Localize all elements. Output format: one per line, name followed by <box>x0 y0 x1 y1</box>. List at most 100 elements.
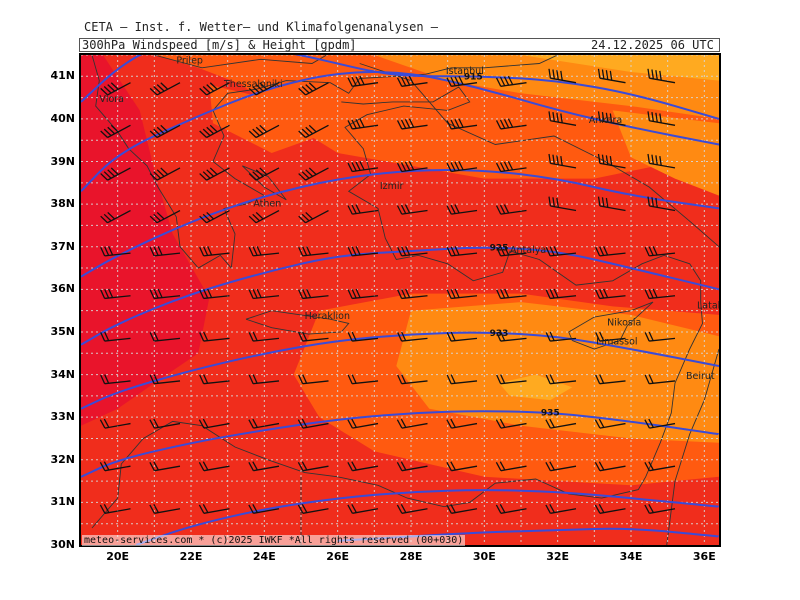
wind-barb <box>99 503 131 514</box>
wind-barb <box>594 418 626 429</box>
city-label: Istanbul <box>446 66 484 77</box>
wind-barb <box>248 374 280 385</box>
windspeed-area-strong <box>81 55 210 426</box>
wind-barb <box>545 461 577 472</box>
wind-barb <box>248 461 280 472</box>
wind-barb <box>149 461 181 472</box>
city-label: Limassol <box>596 337 637 348</box>
wind-barb <box>248 418 280 429</box>
wind-barb <box>347 161 379 173</box>
wind-barb <box>548 68 577 84</box>
wind-barb <box>446 75 478 87</box>
height-contour-label: 925 <box>490 244 509 254</box>
wind-barb <box>248 288 280 300</box>
city-label: Thessaloniki <box>223 79 283 90</box>
wind-barb <box>297 503 329 514</box>
wind-barb <box>594 461 626 472</box>
wind-barb <box>397 288 428 300</box>
wind-barb <box>99 418 131 429</box>
wind-barb <box>347 503 379 514</box>
wind-barb <box>347 461 379 472</box>
wind-barb <box>248 124 280 139</box>
wind-barb <box>446 331 478 342</box>
wind-barb <box>298 124 329 139</box>
height-contour-label: 915 <box>464 72 483 82</box>
wind-barb <box>446 246 478 257</box>
coastline-crete <box>245 310 350 335</box>
city-label: Athen <box>253 198 281 209</box>
latitude-tick-label: 35N <box>50 324 75 338</box>
wind-barb <box>248 82 280 96</box>
wind-barb <box>198 418 230 429</box>
height-contour <box>81 410 719 478</box>
longitude-tick-label: 26E <box>326 550 350 563</box>
latitude-tick-label: 40N <box>50 111 75 125</box>
wind-barb <box>495 418 527 429</box>
wind-barb <box>647 153 676 169</box>
windspeed-area-mid-aegean <box>209 84 320 153</box>
wind-barb <box>496 331 527 342</box>
parameter-title: 300hPa Windspeed [m/s] & Height [gpdm] <box>82 38 357 52</box>
city-label: Latakia <box>697 301 719 312</box>
wind-barb <box>100 246 131 257</box>
wind-barb <box>597 68 626 84</box>
wind-barb <box>595 246 626 257</box>
wind-barb <box>647 68 676 84</box>
wind-barb <box>594 503 626 514</box>
wind-barb <box>545 418 577 429</box>
wind-barb <box>647 111 676 126</box>
longitude-tick-label: 20E <box>106 550 130 563</box>
wind-barb <box>644 246 676 257</box>
wind-barb <box>199 209 230 224</box>
wind-barb <box>149 331 181 342</box>
wind-barb <box>446 161 478 173</box>
wind-barb <box>149 503 181 514</box>
height-contour-label: 935 <box>541 409 560 419</box>
wind-barb <box>199 374 230 385</box>
wind-barb <box>446 118 478 130</box>
coastline-greece-turkey-north <box>91 55 559 270</box>
wind-barb <box>397 331 428 342</box>
wind-barb <box>199 82 230 96</box>
city-label: Izmir <box>380 181 404 192</box>
wind-barb <box>199 288 230 300</box>
height-contour <box>81 55 719 120</box>
wind-barb <box>149 288 181 300</box>
wind-barb <box>248 246 280 257</box>
wind-barb <box>396 118 428 130</box>
wind-barb <box>298 288 329 300</box>
latitude-tick-label: 34N <box>50 367 75 381</box>
wind-barb <box>298 167 329 181</box>
wind-barb <box>396 75 428 87</box>
valid-time: 24.12.2025 06 UTC <box>591 38 714 52</box>
city-label: Ankara <box>589 115 622 126</box>
wind-barb <box>644 503 676 514</box>
wind-barb <box>548 111 577 126</box>
wind-barb <box>446 503 478 514</box>
wind-barb <box>248 167 280 181</box>
border-north <box>154 55 328 69</box>
wind-barb <box>347 75 379 87</box>
wind-barb <box>446 418 478 429</box>
wind-barb <box>545 503 577 514</box>
wind-barb <box>397 374 428 385</box>
wind-barb <box>396 418 428 429</box>
wind-barb <box>298 246 329 257</box>
wind-barb <box>396 204 428 215</box>
wind-barb <box>595 288 626 300</box>
wind-barb <box>545 374 577 385</box>
wind-barb <box>149 246 181 257</box>
longitude-tick-label: 36E <box>692 550 716 563</box>
wind-barb <box>545 288 577 300</box>
wind-barb <box>495 503 527 514</box>
wind-barb <box>100 124 131 139</box>
latitude-tick-label: 33N <box>50 410 75 424</box>
coastline-main <box>91 86 703 529</box>
wind-barb <box>446 461 478 472</box>
city-label: Vlora <box>99 94 124 105</box>
longitude-tick-label: 34E <box>619 550 643 563</box>
height-contour <box>135 489 719 545</box>
wind-barb <box>347 374 379 385</box>
wind-barb <box>496 374 527 385</box>
wind-barb <box>495 75 527 87</box>
